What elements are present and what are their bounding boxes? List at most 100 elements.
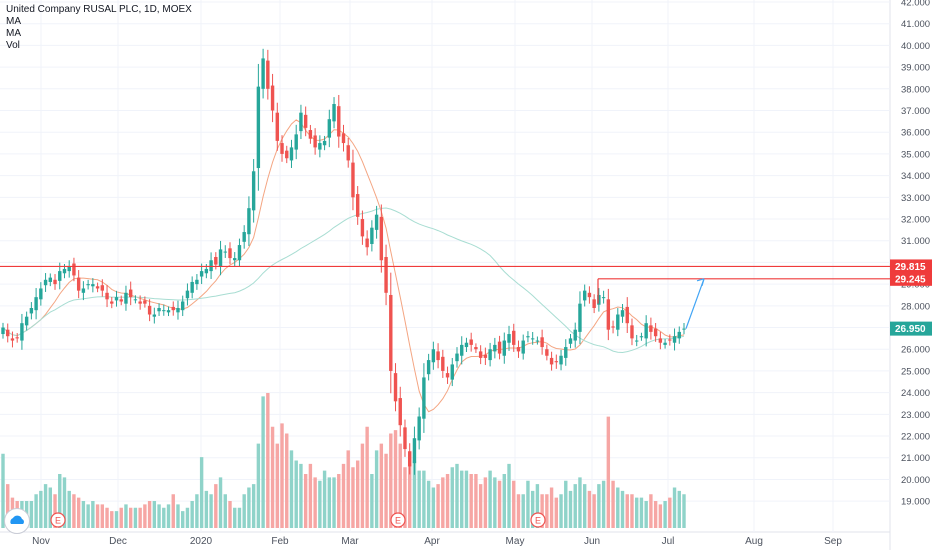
candle[interactable] (270, 85, 275, 111)
candle[interactable] (58, 271, 62, 281)
candle[interactable] (616, 314, 620, 330)
candle[interactable] (218, 249, 223, 267)
candle[interactable] (393, 373, 398, 402)
candle[interactable] (469, 339, 473, 345)
candle[interactable] (578, 303, 582, 332)
candle[interactable] (360, 219, 365, 237)
candle[interactable] (389, 294, 393, 371)
candle[interactable] (303, 114, 308, 128)
candle[interactable] (436, 351, 440, 361)
candle[interactable] (516, 347, 521, 352)
candle[interactable] (512, 330, 516, 345)
candle[interactable] (611, 326, 615, 328)
candle[interactable] (620, 310, 625, 317)
candle[interactable] (502, 340, 506, 356)
candle[interactable] (110, 301, 114, 304)
candle[interactable] (488, 349, 492, 361)
candle[interactable] (10, 338, 15, 341)
candle[interactable] (351, 162, 355, 198)
candle[interactable] (337, 106, 341, 137)
candle[interactable] (204, 268, 209, 274)
candle[interactable] (119, 299, 123, 302)
candle[interactable] (128, 289, 133, 298)
candle[interactable] (308, 130, 313, 139)
candle[interactable] (152, 314, 157, 317)
candle[interactable] (635, 340, 639, 342)
candle[interactable] (653, 328, 658, 337)
candle[interactable] (275, 112, 279, 141)
candle[interactable] (341, 133, 346, 144)
candle[interactable] (559, 355, 563, 365)
candle[interactable] (417, 416, 421, 441)
candle[interactable] (251, 171, 256, 211)
candle[interactable] (266, 60, 270, 89)
candle[interactable] (237, 245, 242, 261)
candle[interactable] (644, 323, 648, 339)
candle[interactable] (545, 349, 549, 356)
candle[interactable] (365, 238, 369, 248)
candle[interactable] (564, 347, 568, 358)
candle[interactable] (630, 325, 634, 339)
projection-arrow[interactable] (685, 278, 705, 329)
candle[interactable] (105, 292, 109, 300)
candle[interactable] (384, 257, 388, 293)
candle[interactable] (521, 340, 525, 354)
candle[interactable] (95, 286, 100, 289)
tradingview-logo-icon[interactable] (4, 508, 30, 534)
candle[interactable] (455, 353, 459, 362)
candle[interactable] (76, 277, 81, 291)
candle[interactable] (318, 143, 322, 150)
candle[interactable] (431, 349, 436, 363)
candle[interactable] (460, 344, 464, 356)
candle[interactable] (464, 342, 469, 348)
candle[interactable] (507, 334, 511, 343)
candle[interactable] (53, 279, 57, 285)
candle[interactable] (157, 308, 161, 312)
candle[interactable] (327, 119, 332, 138)
candle[interactable] (412, 438, 417, 464)
candle[interactable] (185, 290, 190, 299)
candle[interactable] (280, 143, 284, 154)
candle[interactable] (587, 292, 592, 298)
candle[interactable] (20, 323, 24, 341)
candle[interactable] (422, 377, 426, 419)
candle[interactable] (573, 329, 577, 341)
candle[interactable] (682, 328, 686, 330)
candle[interactable] (497, 341, 502, 354)
candle[interactable] (62, 268, 67, 274)
candle[interactable] (379, 216, 384, 261)
candle[interactable] (228, 248, 232, 259)
legend-ma-2[interactable]: MA (6, 28, 21, 39)
candle[interactable] (114, 297, 119, 301)
candle[interactable] (285, 150, 289, 159)
candle[interactable] (483, 354, 488, 358)
candle[interactable] (426, 360, 431, 375)
candle[interactable] (138, 301, 142, 304)
candle[interactable] (81, 288, 86, 293)
candle[interactable] (568, 338, 573, 344)
candle[interactable] (67, 266, 71, 272)
candle[interactable] (374, 214, 379, 230)
candle[interactable] (535, 340, 540, 342)
candle[interactable] (1, 327, 5, 335)
candle[interactable] (592, 299, 596, 308)
legend-ma-1[interactable]: MA (6, 16, 21, 27)
candle[interactable] (214, 257, 218, 265)
candle[interactable] (143, 300, 147, 304)
candle[interactable] (554, 361, 559, 363)
candle[interactable] (403, 427, 407, 450)
candle[interactable] (313, 135, 317, 148)
candle[interactable] (530, 338, 535, 340)
candle[interactable] (549, 357, 554, 365)
candle[interactable] (450, 364, 454, 380)
candle[interactable] (663, 342, 667, 345)
earnings-marker[interactable] (50, 512, 66, 528)
candle[interactable] (100, 285, 105, 291)
candle[interactable] (261, 58, 265, 89)
candle[interactable] (24, 316, 29, 326)
candle[interactable] (166, 310, 171, 313)
candle[interactable] (181, 301, 185, 311)
candle[interactable] (649, 325, 653, 332)
